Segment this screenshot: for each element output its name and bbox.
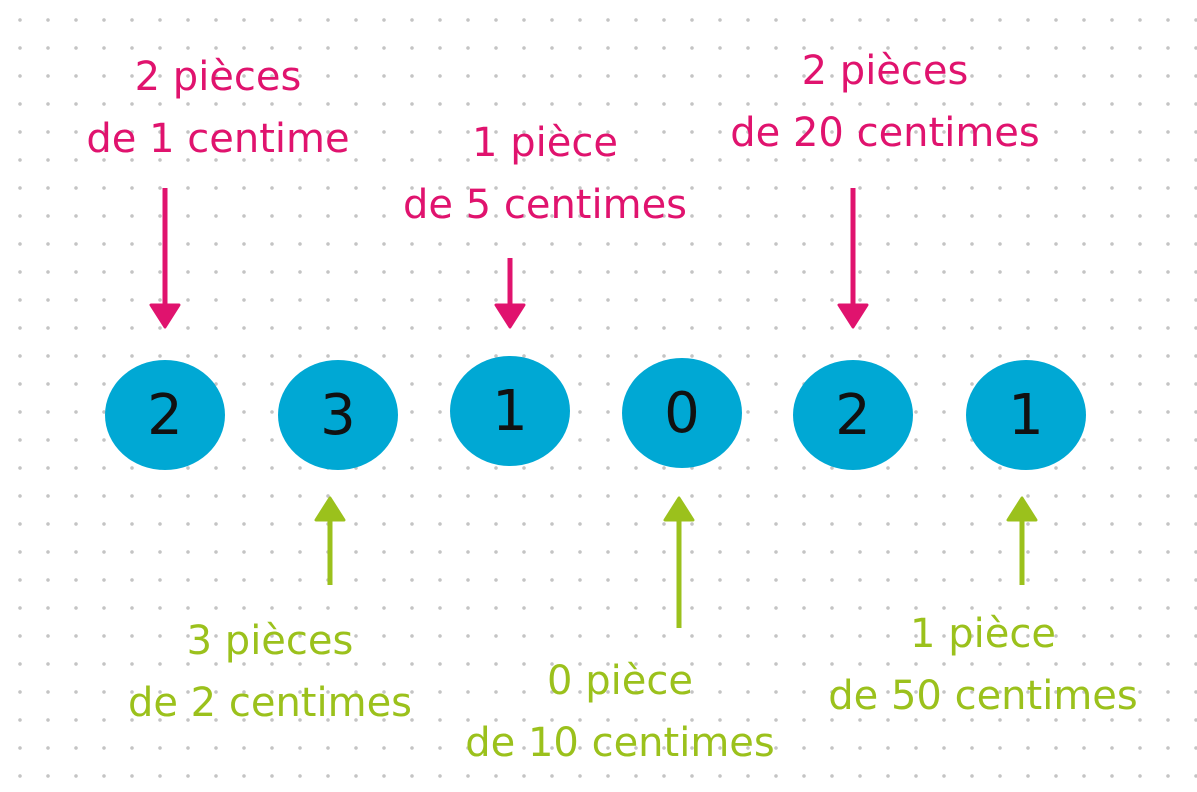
digit-circle-2: 3 [278, 360, 398, 470]
arrowhead-up-2-centimes [314, 496, 346, 522]
label-5-centimes: 1 pièce de 5 centimes [385, 112, 705, 236]
label-5-centimes-coin: de 5 centimes [402, 182, 688, 228]
label-20-centimes: 2 pièces de 20 centimes [710, 40, 1060, 164]
digit-4: 0 [664, 380, 700, 446]
digit-circle-1: 2 [105, 360, 225, 470]
label-20-centimes-coin: de 20 centimes [730, 110, 1040, 156]
digit-6: 1 [1008, 382, 1044, 448]
label-1-centime-count: 2 pièces [134, 54, 302, 100]
digit-circle-6: 1 [966, 360, 1086, 470]
label-50-centimes: 1 pièce de 50 centimes [808, 603, 1158, 727]
label-50-centimes-count: 1 pièce [910, 611, 1056, 657]
arrowhead-down-1-centime [149, 303, 181, 329]
label-50-centimes-coin: de 50 centimes [828, 673, 1138, 719]
label-1-centime-coin: de 1 centime [86, 116, 350, 162]
arrowhead-down-5-centimes [494, 303, 526, 329]
label-2-centimes-count: 3 pièces [186, 618, 354, 664]
label-10-centimes-count: 0 pièce [547, 658, 693, 704]
digit-1: 2 [147, 382, 183, 448]
digit-2: 3 [320, 382, 356, 448]
label-1-centime: 2 pièces de 1 centime [68, 46, 368, 170]
label-10-centimes: 0 pièce de 10 centimes [440, 650, 800, 774]
digit-circle-3: 1 [450, 356, 570, 466]
arrowhead-up-50-centimes [1006, 496, 1038, 522]
arrowhead-up-10-centimes [663, 496, 695, 522]
label-5-centimes-count: 1 pièce [472, 120, 618, 166]
label-2-centimes: 3 pièces de 2 centimes [100, 610, 440, 734]
arrowhead-down-20-centimes [837, 303, 869, 329]
digit-circle-5: 2 [793, 360, 913, 470]
digit-circle-4: 0 [622, 358, 742, 468]
label-10-centimes-coin: de 10 centimes [465, 720, 775, 766]
digit-3: 1 [492, 378, 528, 444]
label-2-centimes-coin: de 2 centimes [127, 680, 413, 726]
label-20-centimes-count: 2 pièces [801, 48, 969, 94]
digit-5: 2 [835, 382, 871, 448]
